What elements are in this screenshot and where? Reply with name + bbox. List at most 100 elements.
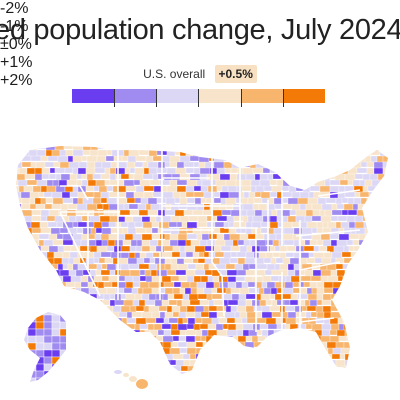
county-cell (69, 191, 79, 198)
legend-labels: -2% -1% ±0% +1% +2% (0, 0, 400, 90)
county-cell (57, 263, 64, 271)
county-cell (303, 281, 311, 288)
county-cell (67, 203, 78, 210)
county-cell (44, 203, 53, 210)
county-cell (208, 233, 218, 240)
county-cell (316, 227, 324, 234)
county-cell (35, 363, 45, 372)
county-cell (52, 239, 64, 246)
county-cell (117, 233, 126, 241)
county-cell (245, 173, 256, 181)
county-cell (214, 251, 225, 258)
county-cell (122, 227, 129, 235)
county-cell (196, 179, 203, 187)
county-cell (256, 317, 267, 324)
county-cell (216, 215, 228, 222)
county-cell (289, 299, 299, 306)
county-cell (216, 287, 227, 294)
county-cell (262, 275, 272, 283)
legend-label-minus2: -2% (0, 0, 29, 17)
county-cell (241, 197, 249, 205)
county-cell (78, 161, 88, 169)
county-cell (158, 305, 168, 312)
county-cell (237, 335, 247, 343)
county-cell (311, 215, 322, 222)
county-cell (271, 185, 283, 193)
county-cell (332, 347, 342, 355)
county-cell (204, 257, 213, 265)
county-cell (92, 197, 102, 205)
county-cell (67, 263, 74, 271)
county-cell (139, 323, 149, 330)
county-cell (267, 323, 278, 330)
county-cell (87, 233, 96, 240)
county-cell (203, 251, 210, 258)
county-cell (40, 155, 49, 162)
county-cell (216, 185, 223, 192)
county-cell (117, 149, 125, 157)
county-cell (306, 305, 317, 312)
county-cell (126, 317, 137, 324)
state-border (299, 261, 341, 271)
county-cell (225, 287, 232, 295)
county-cell (145, 251, 154, 259)
county-cell (199, 239, 208, 247)
state-border (59, 211, 101, 297)
county-cell (275, 257, 284, 264)
county-cell (43, 239, 54, 247)
county-cell (274, 245, 281, 252)
county-cell (17, 179, 28, 187)
county-cell (170, 275, 180, 282)
county-cell (51, 191, 63, 199)
color-legend (72, 89, 325, 107)
county-cell (209, 167, 218, 175)
county-cell (35, 335, 45, 344)
county-cell (260, 227, 269, 234)
county-cell (203, 305, 210, 313)
county-cell (123, 287, 133, 294)
county-cell (51, 349, 61, 358)
legend-bin-5 (241, 89, 283, 103)
county-cell (148, 293, 157, 301)
state-border (118, 251, 161, 300)
county-cell (94, 161, 103, 169)
county-cell (175, 269, 187, 276)
county-cell (276, 179, 284, 187)
county-cell (119, 209, 131, 216)
county-cell (283, 299, 291, 306)
county-cell (72, 221, 79, 228)
county-cell (128, 203, 139, 210)
county-cell (292, 287, 301, 294)
county-cell (270, 257, 277, 265)
county-cell (282, 197, 289, 204)
county-cell (309, 299, 318, 307)
county-cell (189, 299, 201, 306)
county-cell (201, 179, 212, 187)
county-cell (348, 245, 355, 252)
county-cell (38, 233, 50, 240)
legend-bin-2 (114, 89, 156, 103)
county-cell (235, 197, 243, 204)
county-cell (172, 311, 180, 318)
legend-label-minus1: -1% (0, 18, 29, 35)
county-cell (324, 179, 331, 187)
county-cell (228, 221, 235, 228)
county-cell (147, 161, 159, 169)
county-cell (281, 269, 289, 277)
county-cell (354, 173, 364, 180)
county-cell (314, 257, 323, 264)
county-cell (127, 227, 137, 235)
county-cell (137, 287, 144, 295)
county-cell (48, 233, 58, 241)
county-cell (261, 311, 273, 319)
county-cell (192, 209, 204, 216)
county-cell (40, 215, 48, 222)
county-cell (93, 251, 102, 259)
legend-tick-2 (156, 89, 157, 107)
county-cell (43, 342, 53, 351)
county-cell (320, 275, 329, 283)
us-overall-value: +0.5% (214, 65, 257, 83)
legend-tick-5 (283, 89, 284, 107)
county-cell (256, 311, 263, 319)
